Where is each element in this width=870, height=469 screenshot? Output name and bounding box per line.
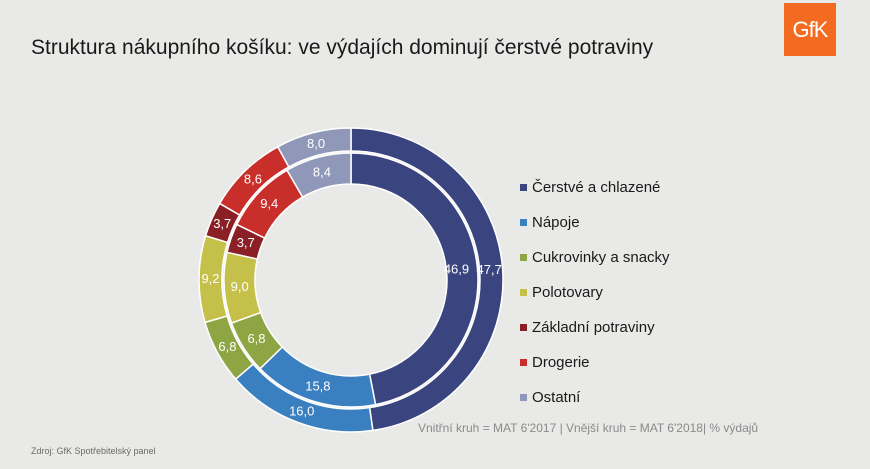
inner-ring-label-5: 9,4 (260, 196, 278, 211)
legend-label-0: Čerstvé a chlazené (532, 179, 661, 196)
source-note: Zdroj: GfK Spotřebitelský panel (31, 446, 156, 456)
inner-ring-label-3: 9,0 (231, 279, 249, 294)
inner-ring-label-2: 6,8 (247, 331, 265, 346)
legend-label-4: Základní potraviny (532, 319, 655, 336)
legend-swatch-3 (520, 289, 527, 296)
inner-ring-label-6: 8,4 (313, 164, 331, 179)
legend-item-0: Čerstvé a chlazené (520, 170, 670, 205)
inner-ring-slice-0 (350, 152, 479, 406)
legend-item-2: Cukrovinky a snacky (520, 240, 670, 275)
legend-item-1: Nápoje (520, 205, 670, 240)
legend-swatch-1 (520, 219, 527, 226)
legend-item-6: Ostatní (520, 380, 670, 415)
inner-ring-slice-6 (286, 152, 352, 199)
legend-swatch-6 (520, 394, 527, 401)
legend-label-3: Polotovary (532, 284, 603, 301)
inner-ring-label-1: 15,8 (305, 378, 330, 393)
outer-ring-slice-6 (276, 127, 352, 168)
inner-ring-label-0: 46,9 (444, 262, 469, 277)
legend-swatch-4 (520, 324, 527, 331)
inner-ring-label-4: 3,7 (237, 235, 255, 250)
legend-label-6: Ostatní (532, 389, 581, 406)
legend-swatch-0 (520, 184, 527, 191)
legend-swatch-2 (520, 254, 527, 261)
legend-label-5: Drogerie (532, 354, 590, 371)
gfk-logo: GfK (784, 3, 836, 56)
legend-item-3: Polotovary (520, 275, 670, 310)
legend-label-2: Cukrovinky a snacky (532, 249, 670, 266)
outer-ring-label-5: 8,6 (244, 171, 262, 186)
outer-ring-label-3: 9,2 (201, 271, 219, 286)
legend-label-1: Nápoje (532, 214, 580, 231)
outer-ring-label-1: 16,0 (289, 404, 314, 419)
legend-item-4: Základní potraviny (520, 310, 670, 345)
gfk-logo-text: GfK (792, 17, 829, 42)
legend-item-5: Drogerie (520, 345, 670, 380)
ring-note: Vnitřní kruh = MAT 6'2017 | Vnější kruh … (418, 421, 759, 435)
outer-ring-label-0: 47,7 (476, 262, 501, 277)
outer-ring-label-4: 3,7 (213, 216, 231, 231)
legend-swatch-5 (520, 359, 527, 366)
chart-title: Struktura nákupního košíku: ve výdajích … (31, 36, 654, 59)
outer-ring-label-6: 8,0 (307, 136, 325, 151)
chart-legend: Čerstvé a chlazené Nápoje Cukrovinky a sna… (520, 170, 670, 415)
outer-ring-label-2: 6,8 (218, 339, 236, 354)
